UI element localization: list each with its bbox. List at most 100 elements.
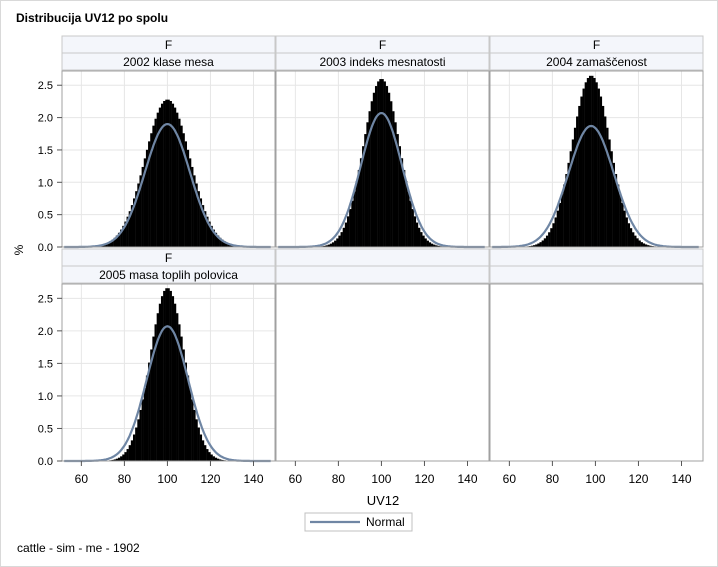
- histogram-bar: [541, 240, 544, 247]
- histogram-bar: [167, 99, 170, 247]
- histogram-bar: [608, 139, 611, 247]
- histogram-bar: [186, 375, 190, 461]
- histogram-bar: [400, 158, 404, 247]
- histogram-bar: [210, 225, 213, 247]
- histogram-bar: [206, 216, 209, 247]
- histogram-bar: [212, 456, 215, 461]
- histogram-bar: [128, 211, 132, 247]
- normal-curve: [64, 122, 271, 249]
- histogram-bar: [122, 225, 125, 247]
- histogram-bar: [632, 232, 635, 247]
- histogram-bar: [176, 313, 179, 461]
- legend-label-normal: Normal: [366, 515, 405, 529]
- histogram-bar: [415, 222, 419, 247]
- histogram-bar: [364, 134, 367, 247]
- histogram-bar: [349, 209, 352, 247]
- histogram-bar: [578, 105, 581, 247]
- histogram-bar: [165, 99, 168, 247]
- histogram-bar: [195, 419, 198, 461]
- y-tick-label: 1.0: [38, 177, 53, 189]
- histogram-bar: [418, 227, 421, 247]
- panel-header: [275, 52, 490, 71]
- histogram-bar: [625, 217, 628, 247]
- histogram-bar: [563, 184, 566, 247]
- histogram-bar: [634, 235, 637, 247]
- histogram-bar: [329, 243, 333, 247]
- histogram-bar: [379, 79, 382, 248]
- y-tick-label: 0.0: [38, 242, 53, 254]
- histogram-bar: [111, 459, 114, 461]
- histogram-bar: [554, 217, 557, 247]
- histogram-bar: [158, 107, 162, 247]
- histogram-bar: [137, 419, 140, 461]
- x-tick-label: 80: [332, 472, 346, 486]
- histogram-bar: [128, 445, 132, 461]
- x-tick-label: 100: [585, 472, 605, 486]
- panel-row-header-label: F: [593, 38, 600, 52]
- histogram-bar: [331, 242, 335, 247]
- histogram-bar: [201, 440, 205, 461]
- histogram-bar: [130, 440, 134, 461]
- histogram-bar: [145, 375, 149, 461]
- histogram-bar: [591, 75, 594, 247]
- histogram-bar: [204, 445, 207, 461]
- y-tick-label: 2.5: [38, 293, 53, 305]
- histogram-bar: [221, 239, 224, 247]
- chart-title: Distribucija UV12 po spolu: [16, 11, 169, 25]
- histogram-bar: [372, 92, 376, 248]
- x-axis-label: UV12: [367, 493, 400, 508]
- histogram-bar: [167, 288, 170, 461]
- histogram-bar: [433, 244, 436, 247]
- histogram-bar: [435, 245, 438, 247]
- histogram-bar: [182, 349, 185, 461]
- histogram-bar: [214, 232, 218, 247]
- histogram-bar: [219, 237, 222, 247]
- histogram-bar: [323, 245, 326, 247]
- histogram-bar: [355, 181, 358, 247]
- histogram-bar: [582, 88, 585, 247]
- histogram-bar: [413, 216, 417, 247]
- histogram-bar: [193, 175, 196, 247]
- footnote: cattle - sim - me - 1902: [17, 541, 140, 555]
- histogram-bar: [126, 216, 129, 247]
- histogram-bar: [152, 336, 155, 461]
- x-tick-label: 60: [289, 472, 303, 486]
- histogram-bar: [405, 181, 408, 247]
- histogram-bar: [169, 290, 172, 461]
- histogram-bar: [621, 202, 624, 247]
- histogram-bar: [227, 243, 231, 247]
- x-tick-label: 120: [628, 472, 648, 486]
- histogram-bar: [195, 183, 198, 247]
- histogram-bar: [619, 194, 622, 247]
- histogram-bar: [377, 81, 380, 248]
- histogram-bar: [569, 151, 572, 247]
- panel-row-header-label: F: [165, 251, 172, 265]
- histogram-bar: [191, 399, 194, 461]
- panel-row-header: [275, 248, 490, 267]
- histogram-bar: [219, 459, 222, 461]
- panel-header: [275, 265, 490, 284]
- histogram-bar: [437, 245, 440, 247]
- histogram-bar: [137, 183, 140, 247]
- histogram-bar: [612, 162, 615, 247]
- panel-header: [489, 52, 704, 71]
- histogram-bar: [214, 457, 218, 461]
- histogram-bar: [647, 245, 650, 247]
- panel-border: [275, 70, 490, 248]
- histogram-bar: [402, 169, 406, 247]
- histogram-bar: [126, 449, 129, 461]
- histogram-bar: [191, 166, 194, 247]
- histogram-bar: [117, 232, 121, 247]
- histogram-bar: [124, 221, 127, 247]
- histogram-bar: [420, 232, 423, 247]
- x-tick-label: 80: [118, 472, 132, 486]
- histogram-bar: [629, 228, 633, 247]
- histogram-bar: [184, 362, 187, 461]
- histogram-bar: [160, 296, 164, 461]
- histogram-bar: [154, 118, 157, 248]
- y-axis-label: %: [12, 244, 26, 255]
- histogram-bar: [199, 198, 203, 247]
- histogram-bar: [199, 434, 203, 461]
- histogram-bar: [430, 243, 434, 247]
- x-tick-label: 60: [75, 472, 89, 486]
